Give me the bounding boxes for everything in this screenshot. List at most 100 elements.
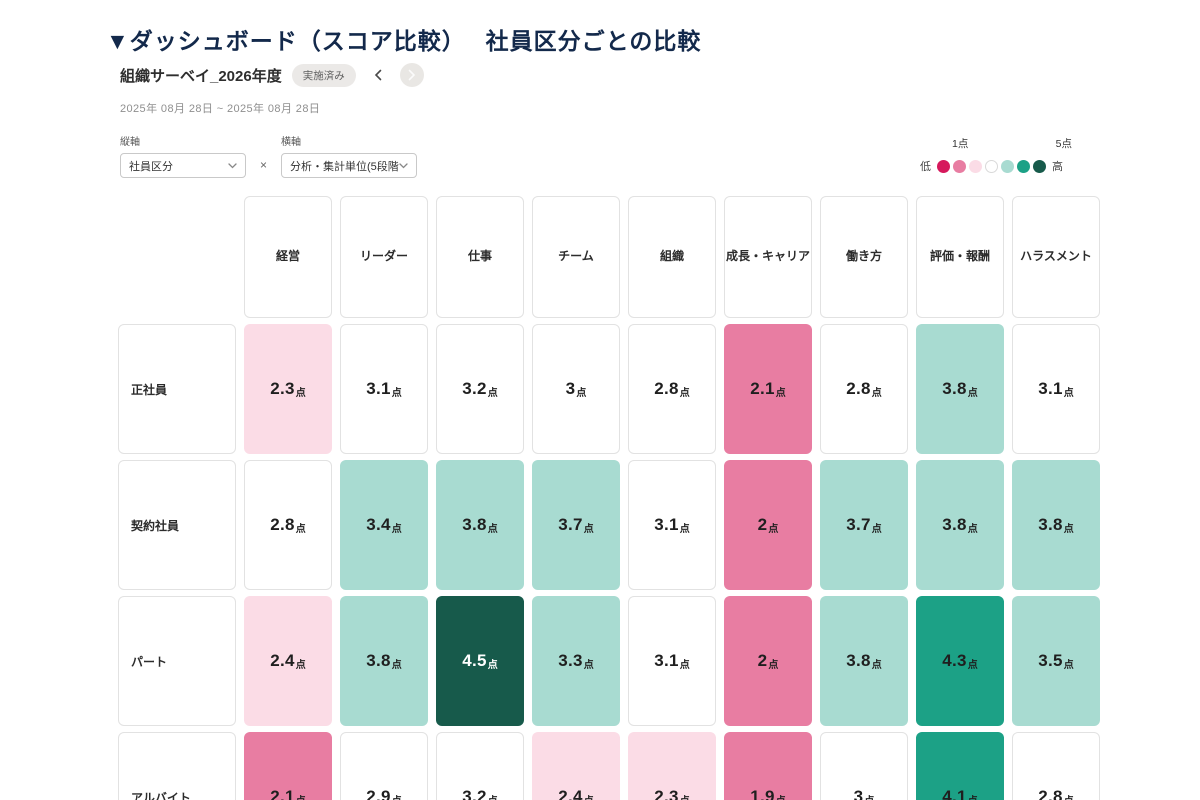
legend-row: 低 高	[920, 158, 1102, 174]
heatmap-cell[interactable]: 2.3点	[628, 732, 716, 800]
heatmap-cell[interactable]: 1.9点	[724, 732, 812, 800]
survey-date-range: 2025年 08月 28日 ~ 2025年 08月 28日	[120, 103, 321, 115]
row-header: パート	[118, 596, 236, 726]
chevron-right-icon	[408, 69, 415, 81]
cell-score: 4.1	[942, 787, 967, 800]
cell-score: 3.5	[1038, 651, 1063, 670]
legend-min-label: 1点	[952, 138, 969, 150]
axis-multiply-symbol: ×	[260, 158, 268, 172]
heatmap-cell[interactable]: 3.5 点	[1012, 596, 1100, 726]
legend-color-dot	[937, 159, 950, 173]
legend-color-dot	[953, 159, 966, 173]
cell-score-unit: 点	[576, 387, 587, 399]
legend-max-label: 5点	[1055, 138, 1072, 150]
heatmap-cell[interactable]: 3.1 点	[628, 596, 716, 726]
column-header: リーダー	[340, 196, 428, 318]
cell-score-unit: 点	[487, 523, 498, 535]
cell-score-unit: 点	[864, 792, 874, 800]
cell-score-unit: 点	[296, 792, 306, 800]
cell-score-unit: 点	[776, 792, 786, 800]
cell-score: 3.2	[462, 787, 487, 800]
cell-score-unit: 点	[775, 387, 786, 399]
cell-score: 3.3	[558, 651, 583, 670]
next-survey-button[interactable]	[399, 63, 424, 87]
cell-score: 2.8	[1038, 787, 1063, 800]
heatmap-cell[interactable]: 3.1 点	[628, 460, 716, 590]
survey-header: 組織サーベイ_2026年度 実施済み	[120, 63, 424, 87]
cell-score-unit: 点	[679, 387, 690, 399]
heatmap-cell[interactable]: 3.8 点	[916, 324, 1004, 454]
heatmap-cell[interactable]: 2.4点	[532, 732, 620, 800]
horizontal-axis-select[interactable]: 分析・集計単位(5段階	[281, 153, 418, 178]
axis-controls: 縦軸 社員区分 × 横軸 分析・集計単位(5段階	[120, 133, 418, 178]
heatmap-cell[interactable]: 2.9点	[340, 732, 428, 800]
prev-survey-button[interactable]	[366, 63, 390, 87]
cell-score: 3.1	[654, 651, 679, 670]
heatmap-cell[interactable]: 3.8 点	[340, 596, 428, 726]
vertical-axis-group: 縦軸 社員区分	[120, 133, 246, 178]
heatmap-cell[interactable]: 3.8 点	[436, 460, 524, 590]
heatmap-cell[interactable]: 3.3 点	[532, 596, 620, 726]
vertical-axis-label: 縦軸	[120, 137, 140, 148]
heatmap-cell[interactable]: 3.8 点	[916, 460, 1004, 590]
heatmap-cell[interactable]: 2.1点	[244, 732, 332, 800]
column-header: 働き方	[820, 196, 908, 318]
heatmap-cell[interactable]: 3.7 点	[532, 460, 620, 590]
heatmap-cell[interactable]: 3.2点	[436, 732, 524, 800]
cell-score: 2.8	[846, 379, 871, 398]
heatmap-cell[interactable]: 4.3 点	[916, 596, 1004, 726]
heatmap-cell[interactable]: 4.1点	[916, 732, 1004, 800]
cell-score: 4.5	[462, 651, 487, 670]
heatmap-cell[interactable]: 3.1 点	[1012, 324, 1100, 454]
cell-score: 3.7	[846, 515, 871, 534]
cell-score-unit: 点	[871, 659, 882, 671]
heatmap-cell[interactable]: 3点	[820, 732, 908, 800]
cell-score-unit: 点	[871, 387, 882, 399]
cell-score: 3.1	[366, 379, 391, 398]
cell-score-unit: 点	[488, 792, 498, 800]
chevron-left-icon	[374, 69, 382, 81]
column-header: 成長・キャリア	[724, 196, 812, 318]
cell-score: 2.9	[366, 787, 391, 800]
cell-score-unit: 点	[583, 523, 594, 535]
cell-score: 3.1	[654, 515, 679, 534]
cell-score: 3	[853, 787, 864, 800]
legend-color-dot	[1001, 159, 1014, 173]
heatmap-cell[interactable]: 3.7 点	[820, 460, 908, 590]
cell-score-unit: 点	[1063, 523, 1074, 535]
heatmap-cell[interactable]: 3.1 点	[340, 324, 428, 454]
cell-score: 2	[757, 651, 768, 670]
survey-title: 組織サーベイ_2026年度	[120, 67, 282, 85]
cell-score-unit: 点	[295, 659, 306, 671]
score-heatmap: 経営 リーダー 仕事 チーム 組織 成長・キャリア 働き方 評価・報酬 ハラスメント 正社員 2.3…	[118, 196, 1100, 800]
cell-score: 3	[565, 379, 576, 398]
cell-score: 2.8	[270, 515, 295, 534]
heatmap-cell[interactable]: 3.8 点	[820, 596, 908, 726]
vertical-axis-select[interactable]: 社員区分	[120, 153, 246, 178]
heatmap-cell[interactable]: 3.8 点	[1012, 460, 1100, 590]
cell-score: 2.1	[270, 787, 295, 800]
legend-color-dot	[969, 159, 982, 173]
cell-score-unit: 点	[967, 387, 978, 399]
cell-score-unit: 点	[679, 523, 690, 535]
legend-scale-labels: 1点 5点	[920, 136, 1102, 151]
cell-score: 3.1	[1038, 379, 1063, 398]
heatmap-cell[interactable]: 3.4 点	[340, 460, 428, 590]
cell-score-unit: 点	[487, 387, 498, 399]
cell-score-unit: 点	[679, 659, 690, 671]
column-header: 経営	[244, 196, 332, 318]
column-header: 組織	[628, 196, 716, 318]
heatmap-cell[interactable]: 2.8点	[1012, 732, 1100, 800]
heatmap-cell[interactable]: 4.5 点	[436, 596, 524, 726]
cell-score: 3.8	[846, 651, 871, 670]
